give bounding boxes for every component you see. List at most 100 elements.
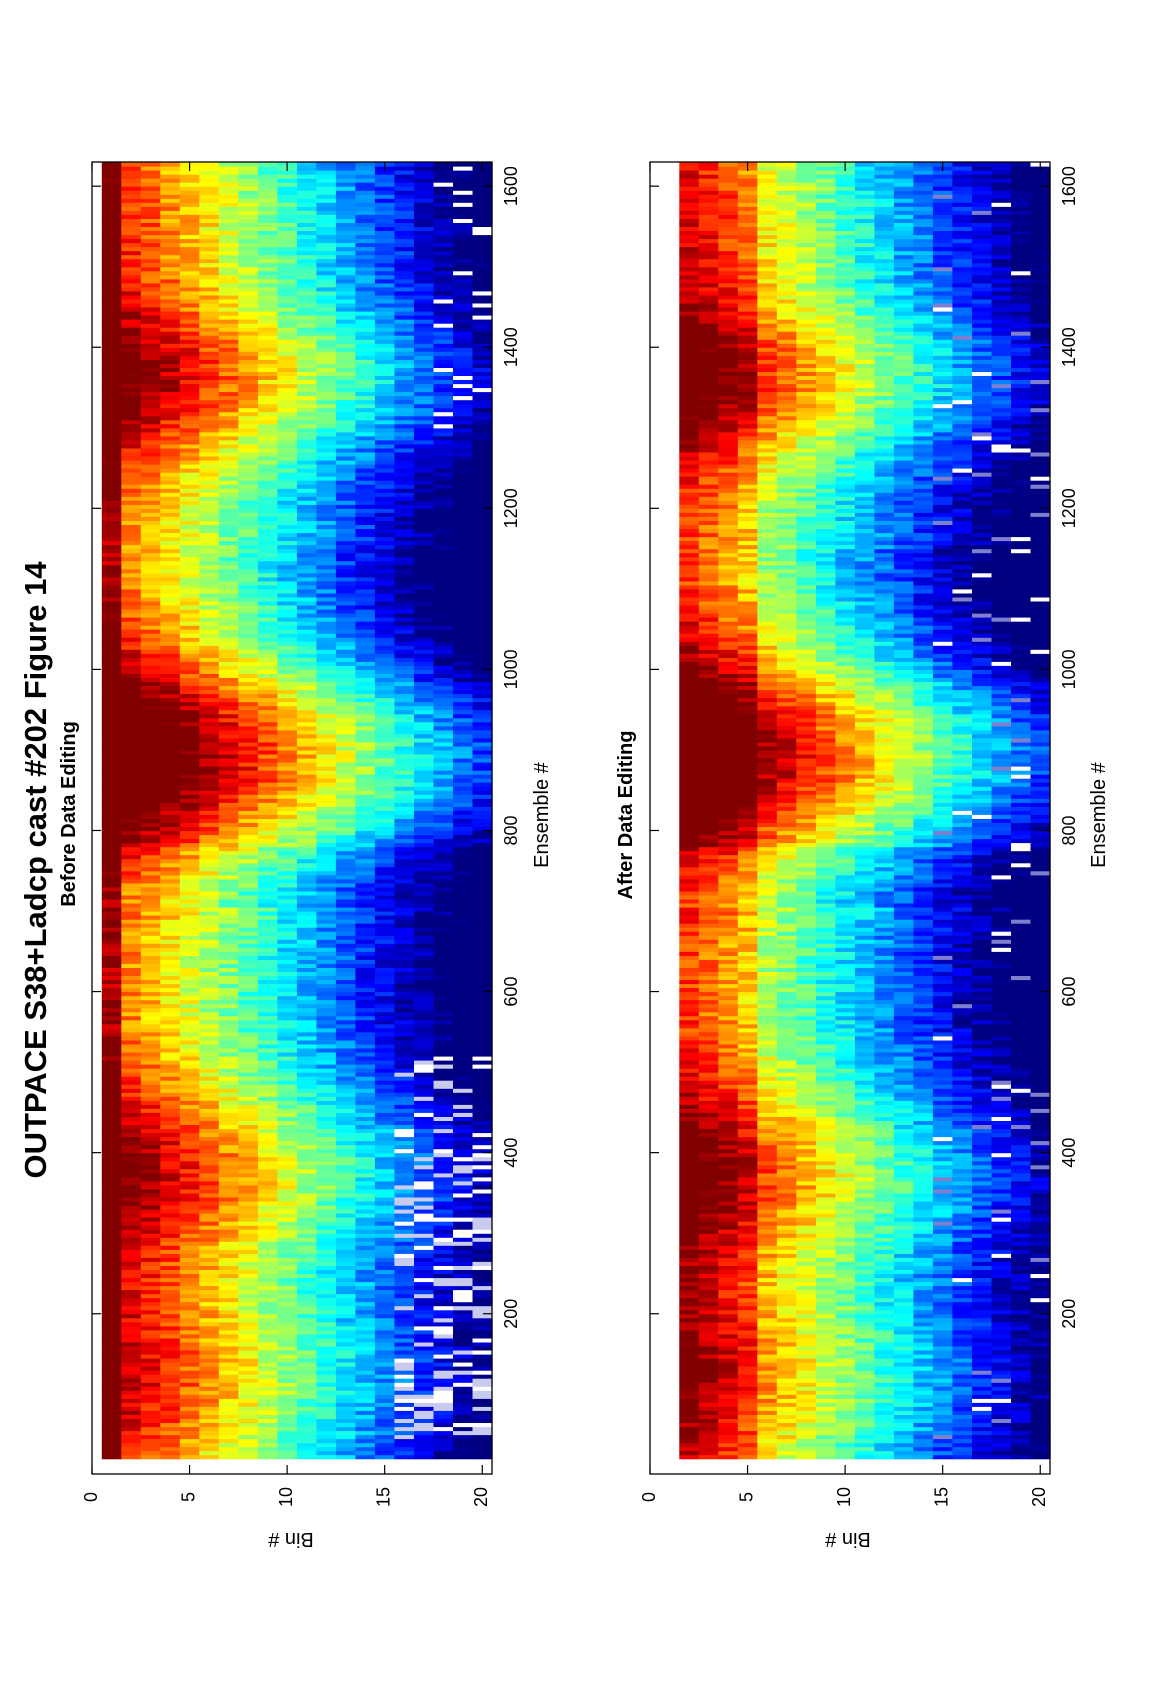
heatmap-cell [218, 451, 239, 457]
heatmap-cell [414, 830, 435, 836]
heatmap-cell [374, 1039, 395, 1045]
heatmap-cell [277, 1317, 298, 1323]
heatmap-cell [257, 1023, 278, 1029]
heatmap-cell [394, 705, 415, 711]
heatmap-cell [316, 971, 337, 976]
heatmap-cell [121, 1072, 142, 1077]
heatmap-cell [433, 854, 454, 860]
heatmap-cell [238, 890, 259, 896]
heatmap-cell [218, 878, 239, 884]
heatmap-cell [199, 886, 220, 892]
heatmap-cell [179, 484, 200, 489]
heatmap-cell [140, 709, 161, 715]
heatmap-cell [238, 1092, 259, 1097]
heatmap-cell [394, 629, 415, 634]
heatmap-cell [374, 1450, 395, 1456]
heatmap-cell [296, 629, 317, 634]
heatmap-cell [335, 1354, 356, 1359]
heatmap-cell [121, 1148, 142, 1154]
heatmap-cell [335, 709, 356, 715]
heatmap-cell [238, 1168, 259, 1174]
heatmap-cell [433, 536, 454, 542]
heatmap-cell [355, 1297, 376, 1303]
heatmap-cell [453, 1043, 474, 1049]
heatmap-cell [472, 1406, 493, 1411]
heatmap-cell [101, 1345, 122, 1351]
heatmap-cell [335, 701, 356, 707]
heatmap-cell [140, 1084, 161, 1089]
heatmap-cell [140, 1414, 161, 1419]
heatmap-cell [296, 778, 317, 783]
heatmap-cell [101, 564, 122, 570]
heatmap-cell [472, 754, 493, 759]
heatmap-cell [414, 556, 435, 562]
heatmap-cell [199, 1196, 220, 1202]
heatmap-cell [394, 923, 415, 928]
heatmap-cell [160, 1313, 181, 1319]
heatmap-cell [238, 754, 259, 759]
heatmap-cell [199, 460, 220, 465]
heatmap-cell [355, 1374, 376, 1379]
heatmap-cell [316, 580, 337, 586]
heatmap-cell [374, 617, 395, 622]
heatmap-cell [160, 677, 181, 683]
heatmap-cell [433, 1056, 454, 1061]
heatmap-cell [179, 1132, 200, 1138]
heatmap-cell [296, 532, 317, 538]
heatmap-cell [218, 1345, 239, 1351]
heatmap-cell [374, 1281, 395, 1287]
heatmap-cell [179, 1362, 200, 1367]
heatmap-cell [316, 1027, 337, 1033]
heatmap-cell [414, 580, 435, 586]
heatmap-cell [433, 798, 454, 803]
heatmap-cell [335, 947, 356, 952]
heatmap-cell [277, 1205, 298, 1210]
heatmap-cell [257, 798, 278, 803]
heatmap-cell [335, 911, 356, 916]
heatmap-cell [296, 826, 317, 832]
heatmap-cell [218, 1249, 239, 1254]
heatmap-cell [218, 1410, 239, 1415]
heatmap-cell [121, 1027, 142, 1033]
heatmap-cell [335, 1438, 356, 1444]
heatmap-cell [199, 766, 220, 771]
heatmap-cell [101, 1277, 122, 1283]
heatmap-cell [394, 766, 415, 771]
heatmap-cell [277, 1285, 298, 1291]
heatmap-cell [101, 584, 122, 590]
heatmap-cell [335, 588, 356, 594]
heatmap-cell [394, 528, 415, 534]
heatmap-cell [316, 1188, 337, 1194]
heatmap-cell [238, 870, 259, 876]
heatmap-cell [140, 609, 161, 614]
heatmap-cell [277, 1305, 298, 1311]
heatmap-cell [414, 1341, 435, 1347]
heatmap-cell [355, 1221, 376, 1226]
heatmap-cell [199, 1305, 220, 1311]
heatmap-cell [238, 1112, 259, 1117]
heatmap-cell [355, 1213, 376, 1218]
heatmap-cell [433, 939, 454, 944]
heatmap-cell [316, 673, 337, 678]
heatmap-cell [414, 721, 435, 727]
heatmap-cell [199, 1454, 220, 1460]
heatmap-cell [199, 987, 220, 993]
heatmap-cell [414, 480, 435, 485]
heatmap-cell [199, 1317, 220, 1323]
heatmap-cell [335, 609, 356, 614]
heatmap-cell [355, 532, 376, 538]
heatmap-cell [374, 903, 395, 908]
heatmap-cell [179, 1039, 200, 1045]
heatmap-cell [277, 1136, 298, 1142]
heatmap-cell [316, 621, 337, 626]
heatmap-cell [355, 782, 376, 787]
heatmap-cell [374, 878, 395, 884]
heatmap-cell [414, 951, 435, 956]
heatmap-cell [277, 524, 298, 529]
heatmap-cell [140, 1196, 161, 1202]
heatmap-cell [121, 600, 142, 606]
heatmap-cell [335, 556, 356, 562]
heatmap-cell [199, 1309, 220, 1315]
heatmap-cell [277, 1088, 298, 1093]
heatmap-cell [296, 508, 317, 513]
